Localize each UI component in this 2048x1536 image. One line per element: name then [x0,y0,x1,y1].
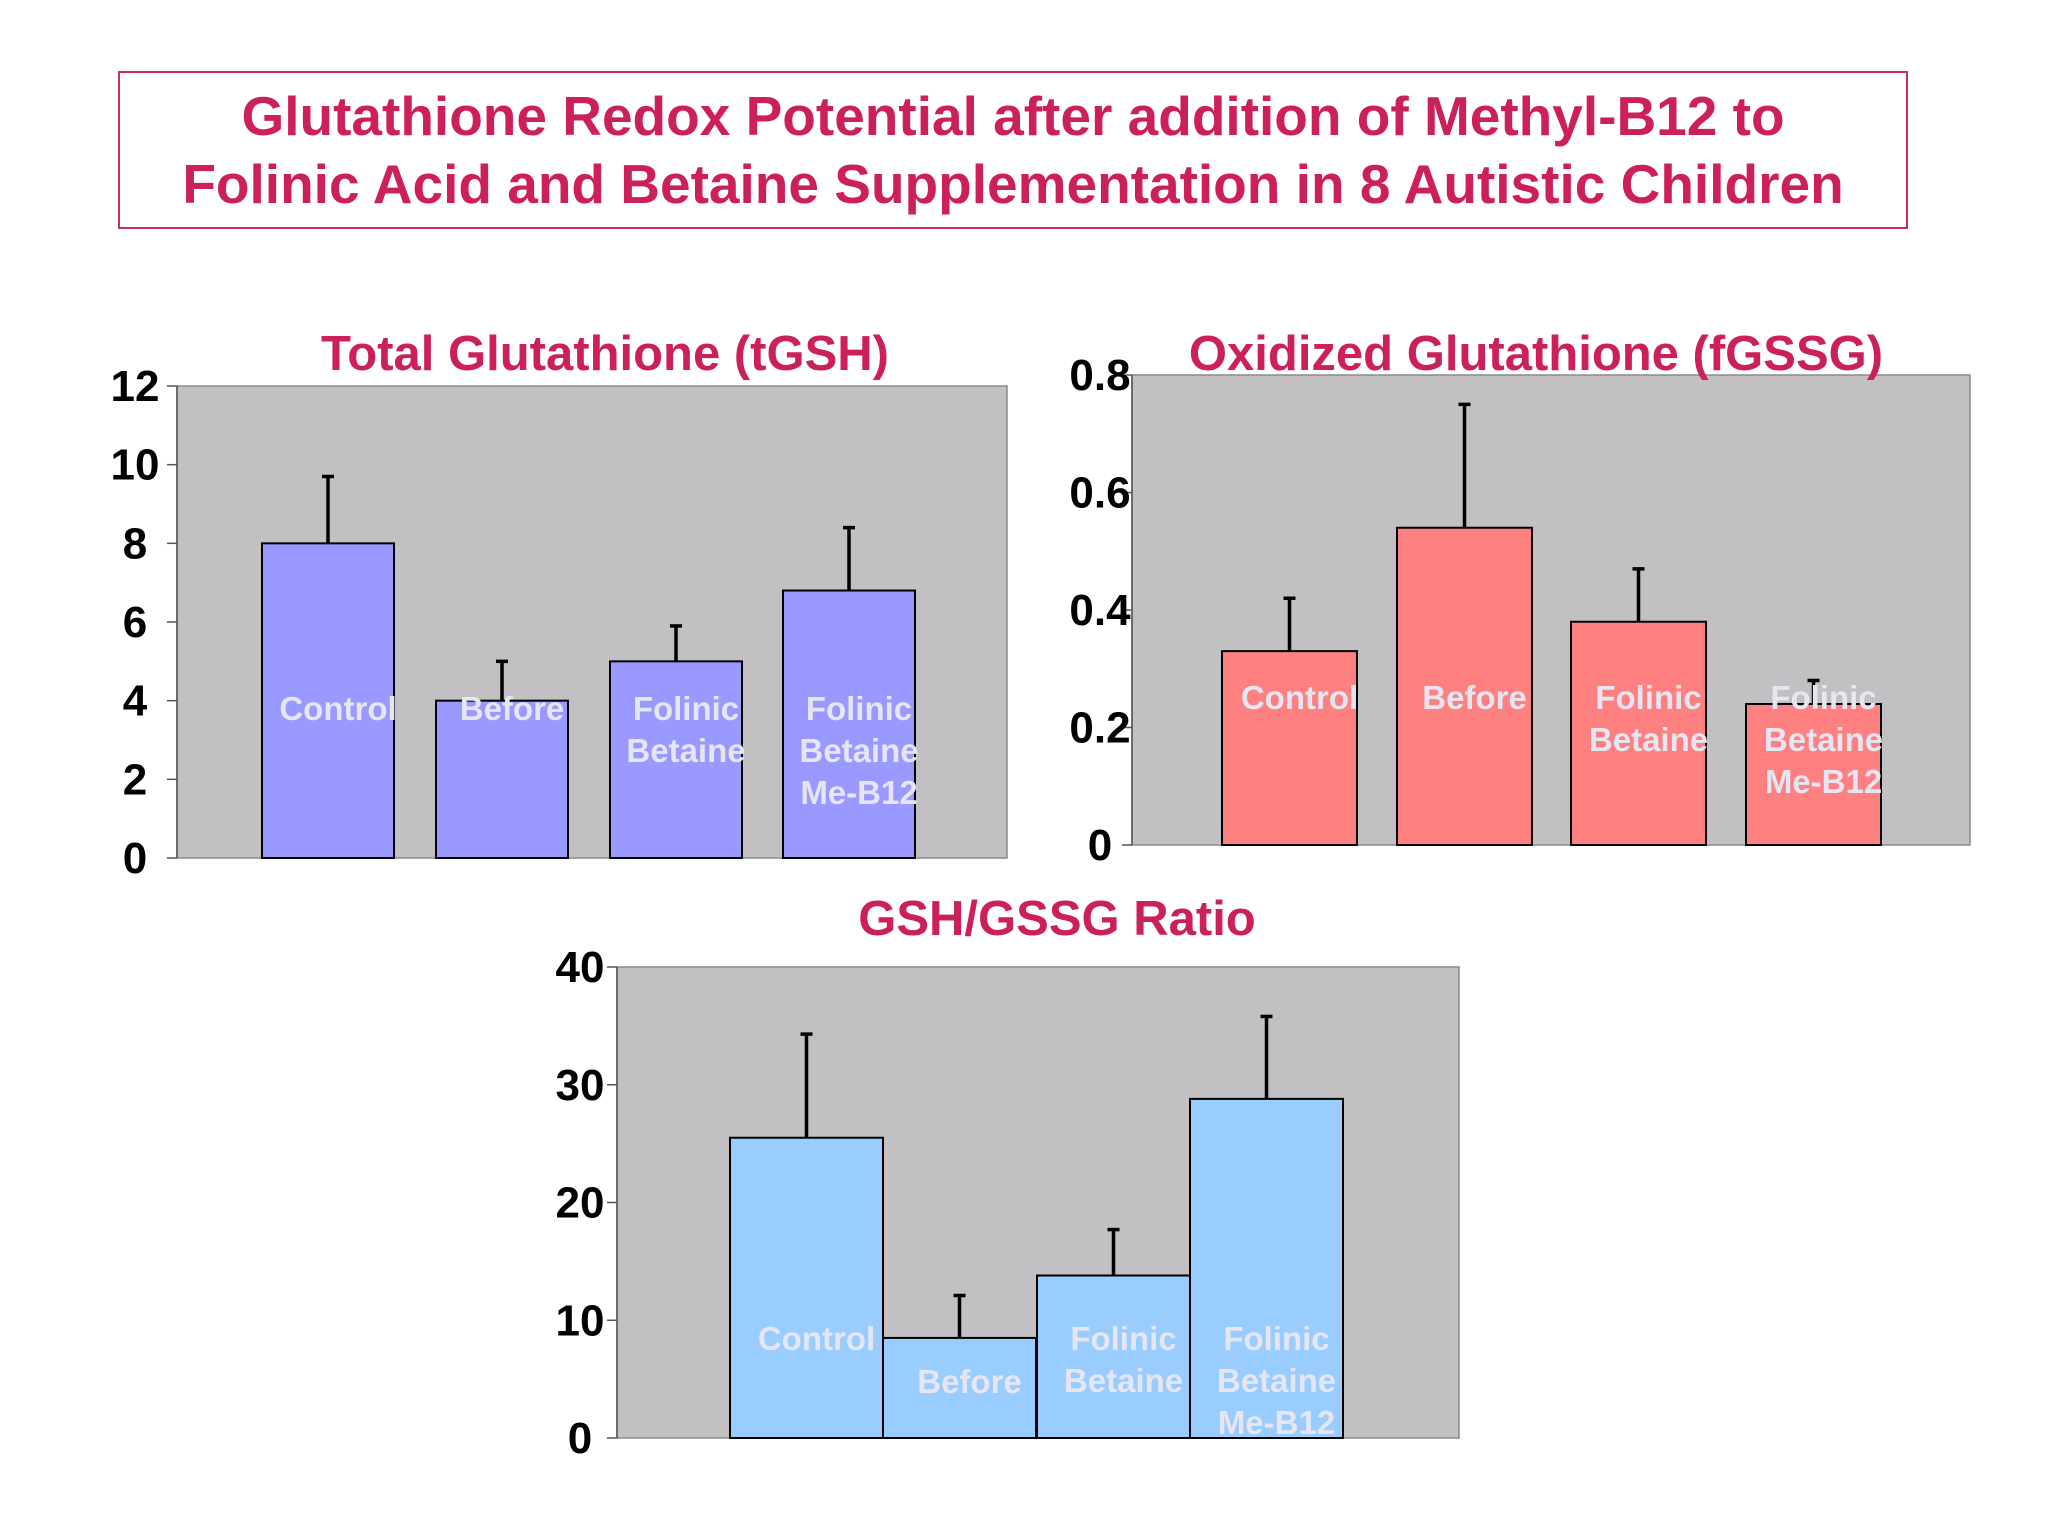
fgssg-y-tick-label: 0.2 [1069,704,1130,753]
page-title: Glutathione Redox Potential after additi… [118,71,1908,229]
tgsh-category-label-control: Control [279,690,396,727]
ratio-category-label-control: Control [758,1320,875,1357]
ratio-chart: GSH/GSSG Ratio 0 10 20 30 40 Control Before Foli… [556,892,1460,1463]
tgsh-y-tick-label: 2 [123,755,147,804]
tgsh-title: Total Glutathione (tGSH) [321,327,889,381]
tgsh-bar-folinic-betaine [609,660,743,860]
fgssg-category-label-folinic-betaine-me-b12: Folinic Betaine Me-B12 [1764,679,1883,800]
ratio-title: GSH/GSSG Ratio [858,892,1256,946]
page-title-line-1: Glutathione Redox Potential after additi… [241,85,1785,147]
fgssg-bar-control [1221,650,1358,846]
fgssg-bar-before [1396,526,1533,846]
ratio-bar-folinic-betaine-me-b12 [1189,1097,1344,1439]
fgssg-category-label-control: Control [1241,679,1358,716]
tgsh-y-tick-label: 0 [123,834,147,883]
ratio-category-label-folinic-betaine: Folinic Betaine [1064,1320,1183,1399]
fgssg-y-tick-label: 0 [1088,821,1112,870]
ratio-y-tick-label: 0 [568,1414,592,1463]
ratio-y-tick-label: 10 [556,1296,605,1345]
tgsh-bar-folinic-betaine-me-b12 [782,589,916,859]
tgsh-category-label-folinic-betaine: Folinic Betaine [626,690,745,769]
page-title-line-2: Folinic Acid and Betaine Supplementation… [182,153,1844,215]
fgssg-y-tick-label: 0.6 [1069,469,1130,518]
ratio-bar-before [882,1336,1037,1440]
ratio-bar-control [729,1136,884,1440]
tgsh-y-tick-label: 4 [123,677,148,726]
ratio-bar-folinic-betaine [1036,1274,1191,1439]
ratio-category-label-folinic-betaine-me-b12: Folinic Betaine Me-B12 [1217,1320,1336,1441]
tgsh-y-tick-label: 6 [123,598,147,647]
tgsh-category-label-folinic-betaine-me-b12: Folinic Betaine Me-B12 [799,690,918,811]
tgsh-y-tick-label: 8 [123,519,147,568]
fgssg-category-label-before: Before [1422,679,1527,716]
fgssg-title: Oxidized Glutathione (fGSSG) [1189,327,1883,381]
fgssg-bar-folinic-betaine [1570,620,1707,846]
tgsh-category-label-before: Before [460,690,565,727]
tgsh-y-tick-label: 12 [111,362,160,411]
ratio-y-tick-label: 20 [556,1179,605,1228]
fgssg-chart: Oxidized Glutathione (fGSSG) 0 0.2 0.4 0.6 0.… [1069,327,1971,870]
fgssg-category-label-folinic-betaine: Folinic Betaine [1589,679,1708,758]
tgsh-bar-before [435,699,569,859]
fgssg-bar-folinic-betaine-me-b12 [1745,703,1882,846]
tgsh-y-tick-label: 10 [111,441,160,490]
fgssg-y-tick-label: 0.4 [1069,586,1131,635]
ratio-y-tick-label: 30 [556,1061,605,1110]
tgsh-bar-control [261,542,395,859]
ratio-y-tick-label: 40 [556,943,605,992]
fgssg-y-tick-label: 0.8 [1069,351,1130,400]
ratio-category-label-before: Before [917,1363,1022,1400]
tgsh-chart: Total Glutathione (tGSH) 0 2 4 6 8 10 12 Control… [111,327,1008,883]
